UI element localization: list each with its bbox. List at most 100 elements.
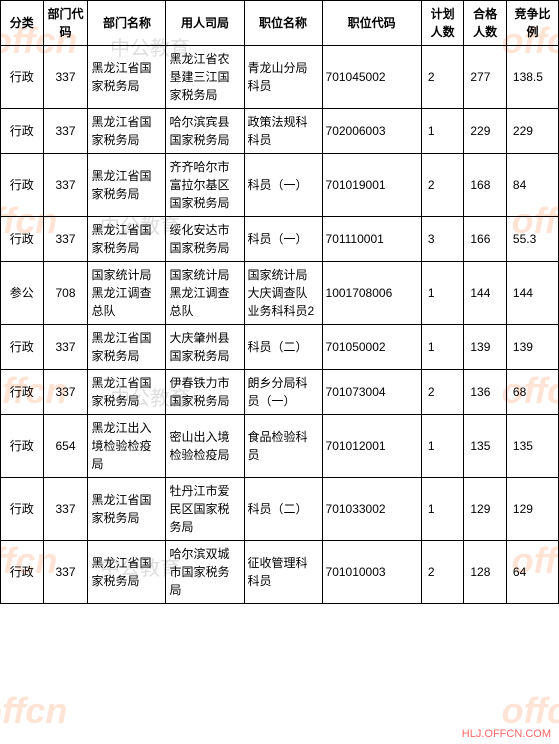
header-ratio: 竞争比例 <box>506 1 558 46</box>
cell-pass: 277 <box>464 46 507 109</box>
cell-dept_name: 国家统计局黑龙江调查总队 <box>88 262 166 325</box>
cell-dept_name: 黑龙江省国家税务局 <box>88 46 166 109</box>
table-row: 行政337黑龙江省国家税务局伊春铁力市国家税务局朗乡分局科员（一）7010730… <box>1 370 559 415</box>
cell-dept_code: 337 <box>43 217 88 262</box>
cell-dept_name: 黑龙江省国家税务局 <box>88 109 166 154</box>
table-row: 参公708国家统计局黑龙江调查总队国家统计局黑龙江调查总队国家统计局大庆调查队业… <box>1 262 559 325</box>
cell-position: 科员（一） <box>244 154 322 217</box>
cell-unit: 密山出入境检验检疫局 <box>166 415 244 478</box>
header-category: 分类 <box>1 1 44 46</box>
cell-unit: 牡丹江市爱民区国家税务局 <box>166 478 244 541</box>
cell-position: 国家统计局大庆调查队业务科科员2 <box>244 262 322 325</box>
cell-position: 食品检验科员 <box>244 415 322 478</box>
cell-plan: 1 <box>421 109 464 154</box>
table-row: 行政337黑龙江省国家税务局齐齐哈尔市富拉尔基区国家税务局科员（一）701019… <box>1 154 559 217</box>
cell-unit: 哈尔滨宾县国家税务局 <box>166 109 244 154</box>
cell-unit: 齐齐哈尔市富拉尔基区国家税务局 <box>166 154 244 217</box>
cell-category: 行政 <box>1 415 44 478</box>
cell-pos_code: 701010003 <box>322 541 421 604</box>
cell-dept_code: 654 <box>43 415 88 478</box>
cell-dept_name: 黑龙江省国家税务局 <box>88 541 166 604</box>
cell-dept_name: 黑龙江出入境检验检疫局 <box>88 415 166 478</box>
cell-pass: 229 <box>464 109 507 154</box>
cell-pos_code: 701045002 <box>322 46 421 109</box>
cell-plan: 1 <box>421 478 464 541</box>
cell-dept_code: 337 <box>43 46 88 109</box>
cell-plan: 2 <box>421 154 464 217</box>
cell-plan: 2 <box>421 46 464 109</box>
table-row: 行政337黑龙江省国家税务局牡丹江市爱民区国家税务局科员（二）701033002… <box>1 478 559 541</box>
cell-dept_code: 337 <box>43 478 88 541</box>
watermark-en: offcn <box>0 690 67 732</box>
cell-plan: 1 <box>421 415 464 478</box>
cell-dept_name: 黑龙江省国家税务局 <box>88 370 166 415</box>
cell-pass: 135 <box>464 415 507 478</box>
cell-position: 科员（二） <box>244 478 322 541</box>
cell-ratio: 135 <box>506 415 558 478</box>
table-row: 行政337黑龙江省国家税务局哈尔滨宾县国家税务局政策法规科科员702006003… <box>1 109 559 154</box>
cell-ratio: 129 <box>506 478 558 541</box>
header-dept-name: 部门名称 <box>88 1 166 46</box>
cell-unit: 伊春铁力市国家税务局 <box>166 370 244 415</box>
cell-ratio: 84 <box>506 154 558 217</box>
cell-dept_name: 黑龙江省国家税务局 <box>88 325 166 370</box>
cell-plan: 1 <box>421 325 464 370</box>
cell-pass: 139 <box>464 325 507 370</box>
cell-ratio: 144 <box>506 262 558 325</box>
cell-dept_name: 黑龙江省国家税务局 <box>88 217 166 262</box>
header-plan: 计划人数 <box>421 1 464 46</box>
cell-pos_code: 701033002 <box>322 478 421 541</box>
cell-pos_code: 701012001 <box>322 415 421 478</box>
cell-unit: 绥化安达市国家税务局 <box>166 217 244 262</box>
cell-category: 参公 <box>1 262 44 325</box>
cell-position: 青龙山分局科员 <box>244 46 322 109</box>
cell-pass: 128 <box>464 541 507 604</box>
cell-category: 行政 <box>1 478 44 541</box>
cell-category: 行政 <box>1 370 44 415</box>
cell-pos_code: 701110001 <box>322 217 421 262</box>
table-body: 行政337黑龙江省国家税务局黑龙江省农垦建三江国家税务局青龙山分局科员70104… <box>1 46 559 604</box>
footer-url: HLJ.OFFCN.COM <box>462 728 551 740</box>
cell-ratio: 138.5 <box>506 46 558 109</box>
cell-pass: 129 <box>464 478 507 541</box>
table-row: 行政337黑龙江省国家税务局哈尔滨双城市国家税务局征收管理科科员70101000… <box>1 541 559 604</box>
cell-plan: 2 <box>421 541 464 604</box>
cell-position: 科员（一） <box>244 217 322 262</box>
cell-pos_code: 701073004 <box>322 370 421 415</box>
cell-dept_name: 黑龙江省国家税务局 <box>88 154 166 217</box>
cell-plan: 2 <box>421 370 464 415</box>
cell-dept_code: 708 <box>43 262 88 325</box>
cell-category: 行政 <box>1 46 44 109</box>
cell-category: 行政 <box>1 217 44 262</box>
cell-ratio: 229 <box>506 109 558 154</box>
cell-pos_code: 1001708006 <box>322 262 421 325</box>
cell-unit: 哈尔滨双城市国家税务局 <box>166 541 244 604</box>
header-position: 职位名称 <box>244 1 322 46</box>
header-pass: 合格人数 <box>464 1 507 46</box>
cell-dept_name: 黑龙江省国家税务局 <box>88 478 166 541</box>
table-row: 行政337黑龙江省国家税务局大庆肇州县国家税务局科员（二）70105000211… <box>1 325 559 370</box>
cell-category: 行政 <box>1 541 44 604</box>
cell-position: 朗乡分局科员（一） <box>244 370 322 415</box>
header-pos-code: 职位代码 <box>322 1 421 46</box>
cell-pass: 136 <box>464 370 507 415</box>
cell-pos_code: 701019001 <box>322 154 421 217</box>
data-table: 分类 部门代码 部门名称 用人司局 职位名称 职位代码 计划人数 合格人数 竞争… <box>0 0 559 604</box>
table-row: 行政337黑龙江省国家税务局绥化安达市国家税务局科员（一）70111000131… <box>1 217 559 262</box>
cell-dept_code: 337 <box>43 370 88 415</box>
cell-position: 科员（二） <box>244 325 322 370</box>
cell-pos_code: 702006003 <box>322 109 421 154</box>
header-dept-code: 部门代码 <box>43 1 88 46</box>
table-row: 行政337黑龙江省国家税务局黑龙江省农垦建三江国家税务局青龙山分局科员70104… <box>1 46 559 109</box>
cell-unit: 国家统计局黑龙江调查总队 <box>166 262 244 325</box>
cell-pass: 144 <box>464 262 507 325</box>
cell-ratio: 55.3 <box>506 217 558 262</box>
cell-dept_code: 337 <box>43 109 88 154</box>
cell-dept_code: 337 <box>43 154 88 217</box>
cell-unit: 大庆肇州县国家税务局 <box>166 325 244 370</box>
cell-dept_code: 337 <box>43 325 88 370</box>
cell-category: 行政 <box>1 325 44 370</box>
cell-position: 政策法规科科员 <box>244 109 322 154</box>
cell-plan: 1 <box>421 262 464 325</box>
cell-dept_code: 337 <box>43 541 88 604</box>
